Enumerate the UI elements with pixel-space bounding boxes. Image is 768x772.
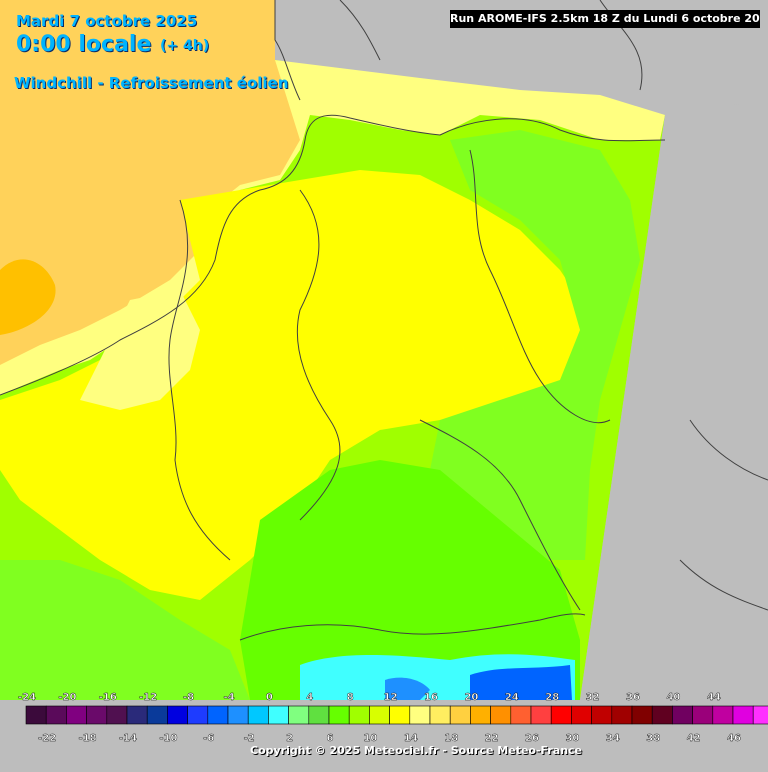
legend-label-top: 44 <box>707 692 721 703</box>
legend-swatch <box>510 705 532 725</box>
legend-label-bottom: -6 <box>203 733 214 744</box>
legend-swatch <box>591 705 613 725</box>
legend-swatch <box>86 705 108 725</box>
legend-swatch <box>268 705 289 725</box>
legend-swatch <box>66 705 87 725</box>
legend-label-top: -8 <box>183 692 194 703</box>
outside-east <box>580 100 768 700</box>
legend-swatch <box>126 705 148 725</box>
legend-label-bottom: -2 <box>244 733 255 744</box>
legend-swatch <box>692 705 714 725</box>
land-yellow <box>0 170 605 600</box>
legend-label-top: 20 <box>464 692 478 703</box>
map-title: Windchill - Refroissement éolien <box>14 74 289 92</box>
land-green-south <box>240 460 580 700</box>
legend-swatch <box>752 705 768 725</box>
legend-swatch <box>328 705 350 725</box>
legend-label-bottom: 6 <box>327 733 334 744</box>
legend-swatch <box>631 705 653 725</box>
legend-label-bottom: 14 <box>404 733 418 744</box>
forecast-time: 0:00 locale <box>16 32 152 57</box>
legend-swatch <box>25 705 47 725</box>
legend-swatch <box>167 705 188 725</box>
legend-label-top: 24 <box>505 692 519 703</box>
legend-swatch <box>490 705 512 725</box>
legend-swatch <box>369 705 390 725</box>
legend-swatch <box>470 705 491 725</box>
legend-swatch <box>429 705 451 725</box>
legend-label-bottom: -22 <box>38 733 56 744</box>
legend-label-bottom: 38 <box>646 733 660 744</box>
legend-swatch <box>409 705 431 725</box>
legend-label-top: -12 <box>139 692 157 703</box>
legend-label-top: 16 <box>424 692 438 703</box>
legend-label-bottom: -14 <box>119 733 137 744</box>
legend-label-bottom: 26 <box>525 733 539 744</box>
legend-label-top: 32 <box>586 692 600 703</box>
legend-label-top: 4 <box>306 692 313 703</box>
sea-orange <box>0 0 300 365</box>
lead-time: (+ 4h) <box>160 38 210 54</box>
legend-label-bottom: 18 <box>444 733 458 744</box>
legend-swatch <box>550 705 572 725</box>
legend-swatch <box>308 705 330 725</box>
legend-swatch <box>45 705 67 725</box>
legend-label-top: -24 <box>18 692 36 703</box>
borders <box>0 0 768 641</box>
legend-swatch <box>207 705 229 725</box>
legend-swatch <box>146 705 168 725</box>
legend-label-bottom: -10 <box>159 733 177 744</box>
land-green-east <box>430 130 640 560</box>
color-legend: -24 -20 -16 -12 -8 -4 0 4 8 12 16 20 24 28 32 36 40 44 -22… <box>0 684 768 768</box>
legend-swatch <box>348 705 370 725</box>
legend-swatch <box>732 705 754 725</box>
land-green-sw <box>0 560 250 700</box>
legend-swatch <box>106 705 128 725</box>
legend-label-top: -4 <box>223 692 234 703</box>
legend-swatch <box>530 705 552 725</box>
alps-blue-2 <box>385 677 430 700</box>
legend-swatch <box>247 705 269 725</box>
legend-label-top: 40 <box>666 692 680 703</box>
legend-swatch <box>672 705 693 725</box>
legend-label-bottom: -18 <box>79 733 97 744</box>
run-info: Run AROME-IFS 2.5km 18 Z du Lundi 6 octo… <box>450 10 760 28</box>
legend-swatch <box>288 705 310 725</box>
legend-swatch <box>712 705 734 725</box>
copyright: Copyright © 2025 Meteociel.fr - Source M… <box>250 744 583 757</box>
legend-label-top: -16 <box>99 692 117 703</box>
forecast-date: Mardi 7 octobre 2025 <box>16 12 198 30</box>
legend-label-bottom: 2 <box>286 733 293 744</box>
legend-label-top: 8 <box>347 692 354 703</box>
legend-label-bottom: 22 <box>485 733 499 744</box>
legend-label-top: 28 <box>545 692 559 703</box>
legend-label-bottom: 30 <box>565 733 579 744</box>
legend-swatch <box>449 705 471 725</box>
legend-swatch <box>227 705 249 725</box>
legend-swatch <box>389 705 411 725</box>
legend-label-top: -20 <box>58 692 76 703</box>
legend-swatch <box>187 705 209 725</box>
legend-swatch <box>611 705 633 725</box>
legend-swatch <box>651 705 673 725</box>
legend-label-top: 0 <box>266 692 273 703</box>
legend-label-top: 12 <box>384 692 398 703</box>
sea-deep-orange <box>0 259 56 335</box>
legend-label-bottom: 46 <box>727 733 741 744</box>
alps-blue <box>470 665 572 700</box>
legend-label-top: 36 <box>626 692 640 703</box>
legend-swatch <box>571 705 592 725</box>
legend-bar: -24 -20 -16 -12 -8 -4 0 4 8 12 16 20 24 28 32 36 40 44-22… <box>18 692 768 744</box>
legend-label-bottom: 34 <box>606 733 620 744</box>
legend-label-bottom: 10 <box>363 733 377 744</box>
legend-label-bottom: 42 <box>687 733 701 744</box>
